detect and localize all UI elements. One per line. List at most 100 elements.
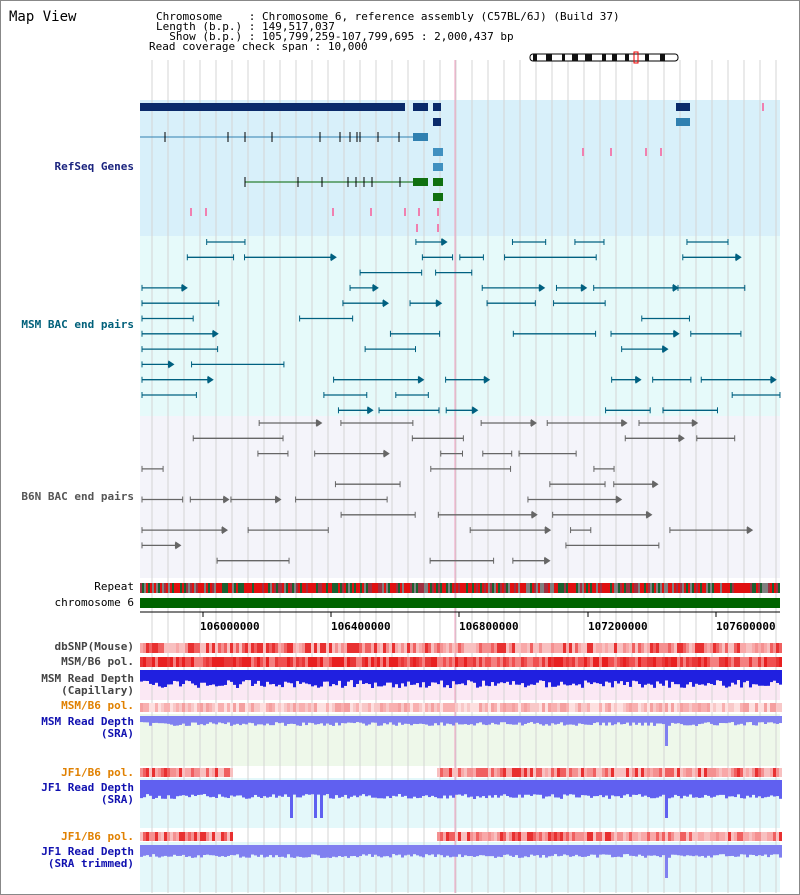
depth-bar <box>299 716 302 726</box>
heat-cell <box>365 643 368 653</box>
heat-cell <box>155 643 158 653</box>
heat-cell <box>464 703 467 712</box>
depth-bar <box>416 845 419 856</box>
depth-bar <box>632 716 635 723</box>
heat-cell <box>194 703 197 712</box>
depth-bar <box>209 716 212 723</box>
heat-cell <box>560 703 563 712</box>
depth-bar <box>431 780 434 796</box>
heat-cell <box>596 832 599 841</box>
heat-cell <box>566 657 569 667</box>
heat-cell <box>191 832 194 841</box>
repeat-segment <box>656 583 658 593</box>
repeat-segment <box>500 583 502 593</box>
heat-cell <box>203 657 206 667</box>
depth-bar <box>515 780 518 798</box>
depth-bar <box>509 845 512 856</box>
repeat-segment <box>264 583 266 593</box>
heat-cell <box>527 768 530 777</box>
depth-bar <box>521 845 524 858</box>
heat-cell <box>335 703 338 712</box>
depth-bar <box>689 845 692 856</box>
heat-cell <box>773 657 776 667</box>
heat-cell <box>293 643 296 653</box>
heat-cell <box>383 657 386 667</box>
depth-bar <box>695 670 698 684</box>
depth-bar <box>434 845 437 857</box>
heat-cell <box>542 832 545 841</box>
depth-bar <box>404 845 407 856</box>
heat-cell <box>560 768 563 777</box>
heat-cell <box>299 703 302 712</box>
repeat-segment <box>380 583 382 593</box>
depth-bar <box>740 670 743 688</box>
repeat-segment <box>730 583 732 593</box>
depth-bar <box>293 845 296 858</box>
heat-cell <box>422 703 425 712</box>
heat-cell <box>461 643 464 653</box>
heat-cell <box>506 768 509 777</box>
heat-cell <box>488 703 491 712</box>
depth-bar <box>158 780 161 796</box>
heat-cell <box>707 703 710 712</box>
heat-cell <box>206 703 209 712</box>
repeat-segment <box>400 583 402 593</box>
msm-bac-label[interactable]: MSM BAC end pairs <box>21 318 134 331</box>
heat-cell <box>590 703 593 712</box>
depth-bar <box>221 780 224 797</box>
heat-cell <box>497 832 500 841</box>
heat-cell <box>173 657 176 667</box>
heat-cell <box>554 768 557 777</box>
depth-bar <box>263 845 266 858</box>
heat-cell <box>605 657 608 667</box>
snp-mark <box>437 208 439 216</box>
heat-cell <box>608 703 611 712</box>
repeat-segment <box>736 583 738 593</box>
heat-cell <box>638 832 641 841</box>
bac-arrow <box>747 526 754 535</box>
heat-cell <box>311 657 314 667</box>
depth-bar <box>494 845 497 858</box>
heat-cell <box>674 643 677 653</box>
depth-bar <box>473 716 476 726</box>
heat-cell <box>614 703 617 712</box>
repeat-segment <box>452 583 454 593</box>
repeat-segment <box>762 583 764 593</box>
heat-cell <box>146 768 149 777</box>
depth-bar <box>470 845 473 857</box>
depth-bar <box>353 670 356 688</box>
heat-cell <box>542 768 545 777</box>
heat-cell <box>317 703 320 712</box>
heat-cell <box>776 657 779 667</box>
depth-bar <box>413 670 416 685</box>
heat-cell <box>596 768 599 777</box>
depth-bar <box>728 780 731 797</box>
heat-cell <box>623 703 626 712</box>
heat-cell <box>677 643 680 653</box>
heat-cell <box>689 703 692 712</box>
heat-cell <box>650 703 653 712</box>
refseq-genes-label[interactable]: RefSeq Genes <box>54 160 134 173</box>
b6n-bac-label[interactable]: B6N BAC end pairs <box>21 490 134 503</box>
heat-cell <box>608 657 611 667</box>
repeat-segment <box>470 583 472 593</box>
depth-bar <box>443 845 446 858</box>
heat-cell <box>290 703 293 712</box>
heat-cell <box>650 643 653 653</box>
repeat-segment <box>666 583 668 593</box>
depth-bar <box>326 845 329 858</box>
repeat-segment <box>524 583 526 593</box>
heat-cell <box>749 832 752 841</box>
depth-bar <box>275 780 278 798</box>
depth-bar <box>581 716 584 725</box>
repeat-segment <box>682 583 684 593</box>
heat-cell <box>479 832 482 841</box>
depth-bar <box>320 780 323 818</box>
repeat-segment <box>632 583 634 593</box>
repeat-segment <box>312 583 314 593</box>
heat-cell <box>308 643 311 653</box>
heat-cell <box>485 643 488 653</box>
repeat-segment <box>322 583 324 593</box>
depth-bar <box>278 780 281 796</box>
